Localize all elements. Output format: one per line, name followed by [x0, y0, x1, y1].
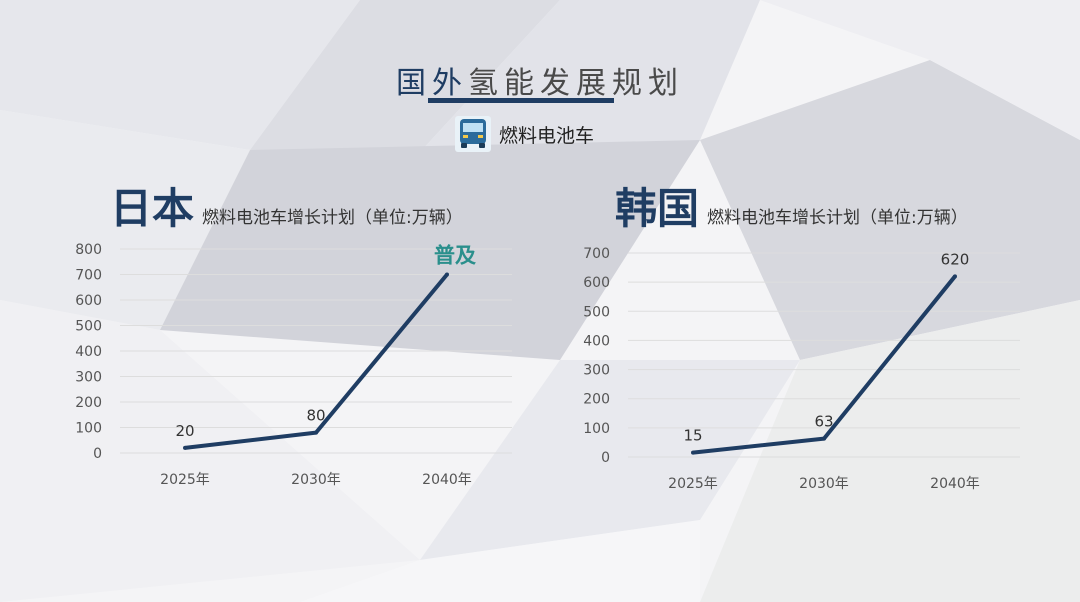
page-title: 国外氢能发展规划	[0, 58, 1080, 102]
japan-y-tick-label: 700	[75, 268, 102, 284]
korea-y-tick-label: 700	[583, 246, 610, 262]
japan-y-tick-label: 100	[75, 421, 102, 437]
bus-icon	[455, 116, 491, 152]
subtitle: 燃料电池车	[455, 116, 594, 152]
korea-x-tick-label: 2030年	[799, 476, 849, 492]
japan-data-point	[183, 445, 187, 450]
japan-x-tick-label: 2025年	[160, 472, 210, 488]
korea-y-tick-label: 0	[601, 450, 610, 466]
japan-chart-header: 日本 燃料电池车增长计划（单位:万辆）	[110, 188, 463, 230]
subtitle-text: 燃料电池车	[499, 124, 595, 147]
korea-data-label: 63	[814, 413, 833, 431]
korea-y-tick-label: 300	[583, 363, 610, 379]
japan-x-tick-label: 2030年	[291, 472, 341, 488]
korea-x-tick-label: 2025年	[668, 476, 718, 492]
japan-x-tick-label: 2040年	[422, 472, 472, 488]
korea-data-point	[691, 450, 695, 455]
japan-y-tick-label: 400	[75, 344, 102, 360]
korea-y-tick-label: 100	[583, 421, 610, 437]
korea-country-label: 韩国	[615, 184, 700, 233]
korea-y-tick-label: 600	[583, 275, 610, 291]
japan-data-point	[314, 430, 318, 435]
japan-y-tick-label: 200	[75, 395, 102, 411]
korea-x-tick-label: 2040年	[930, 476, 980, 492]
korea-data-point	[953, 274, 957, 279]
korea-data-point	[822, 436, 826, 441]
japan-y-tick-label: 500	[75, 319, 102, 335]
korea-y-tick-label: 500	[583, 304, 610, 320]
korea-data-label: 15	[683, 427, 702, 445]
japan-data-point	[445, 272, 449, 277]
japan-y-tick-label: 800	[75, 242, 102, 258]
japan-data-label: 20	[175, 422, 194, 440]
title-underline	[428, 98, 614, 103]
korea-y-tick-label: 400	[583, 333, 610, 349]
title-highlight: 国外	[396, 66, 468, 101]
japan-y-tick-label: 600	[75, 293, 102, 309]
japan-chart-title: 燃料电池车增长计划（单位:万辆）	[202, 208, 463, 228]
title-rest: 氢能发展规划	[468, 66, 684, 101]
japan-annotation: 普及	[434, 244, 477, 268]
japan-data-label: 80	[306, 407, 325, 425]
korea-data-label: 620	[941, 250, 970, 268]
korea-y-tick-label: 200	[583, 392, 610, 408]
korea-chart-header: 韩国 燃料电池车增长计划（单位:万辆）	[615, 188, 968, 230]
japan-y-tick-label: 0	[93, 446, 102, 462]
japan-country-label: 日本	[110, 184, 195, 233]
korea-chart-title: 燃料电池车增长计划（单位:万辆）	[707, 208, 968, 228]
japan-y-tick-label: 300	[75, 370, 102, 386]
